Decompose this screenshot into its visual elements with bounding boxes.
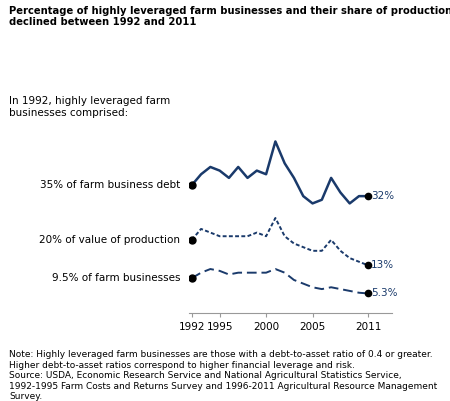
Text: declined between 1992 and 2011: declined between 1992 and 2011 [9,17,197,27]
Text: 20% of value of production: 20% of value of production [39,235,180,245]
Text: Note: Highly leveraged farm businesses are those with a debt-to-asset ratio of 0: Note: Highly leveraged farm businesses a… [9,350,437,401]
Text: 35% of farm business debt: 35% of farm business debt [40,180,180,190]
Text: 32%: 32% [371,191,394,201]
Text: Percentage of highly leveraged farm businesses and their share of production and: Percentage of highly leveraged farm busi… [9,6,450,16]
Text: 13%: 13% [371,260,394,270]
Text: In 1992, highly leveraged farm
businesses comprised:: In 1992, highly leveraged farm businesse… [9,96,170,118]
Text: 5.3%: 5.3% [371,288,397,298]
Text: 9.5% of farm businesses: 9.5% of farm businesses [51,273,180,283]
